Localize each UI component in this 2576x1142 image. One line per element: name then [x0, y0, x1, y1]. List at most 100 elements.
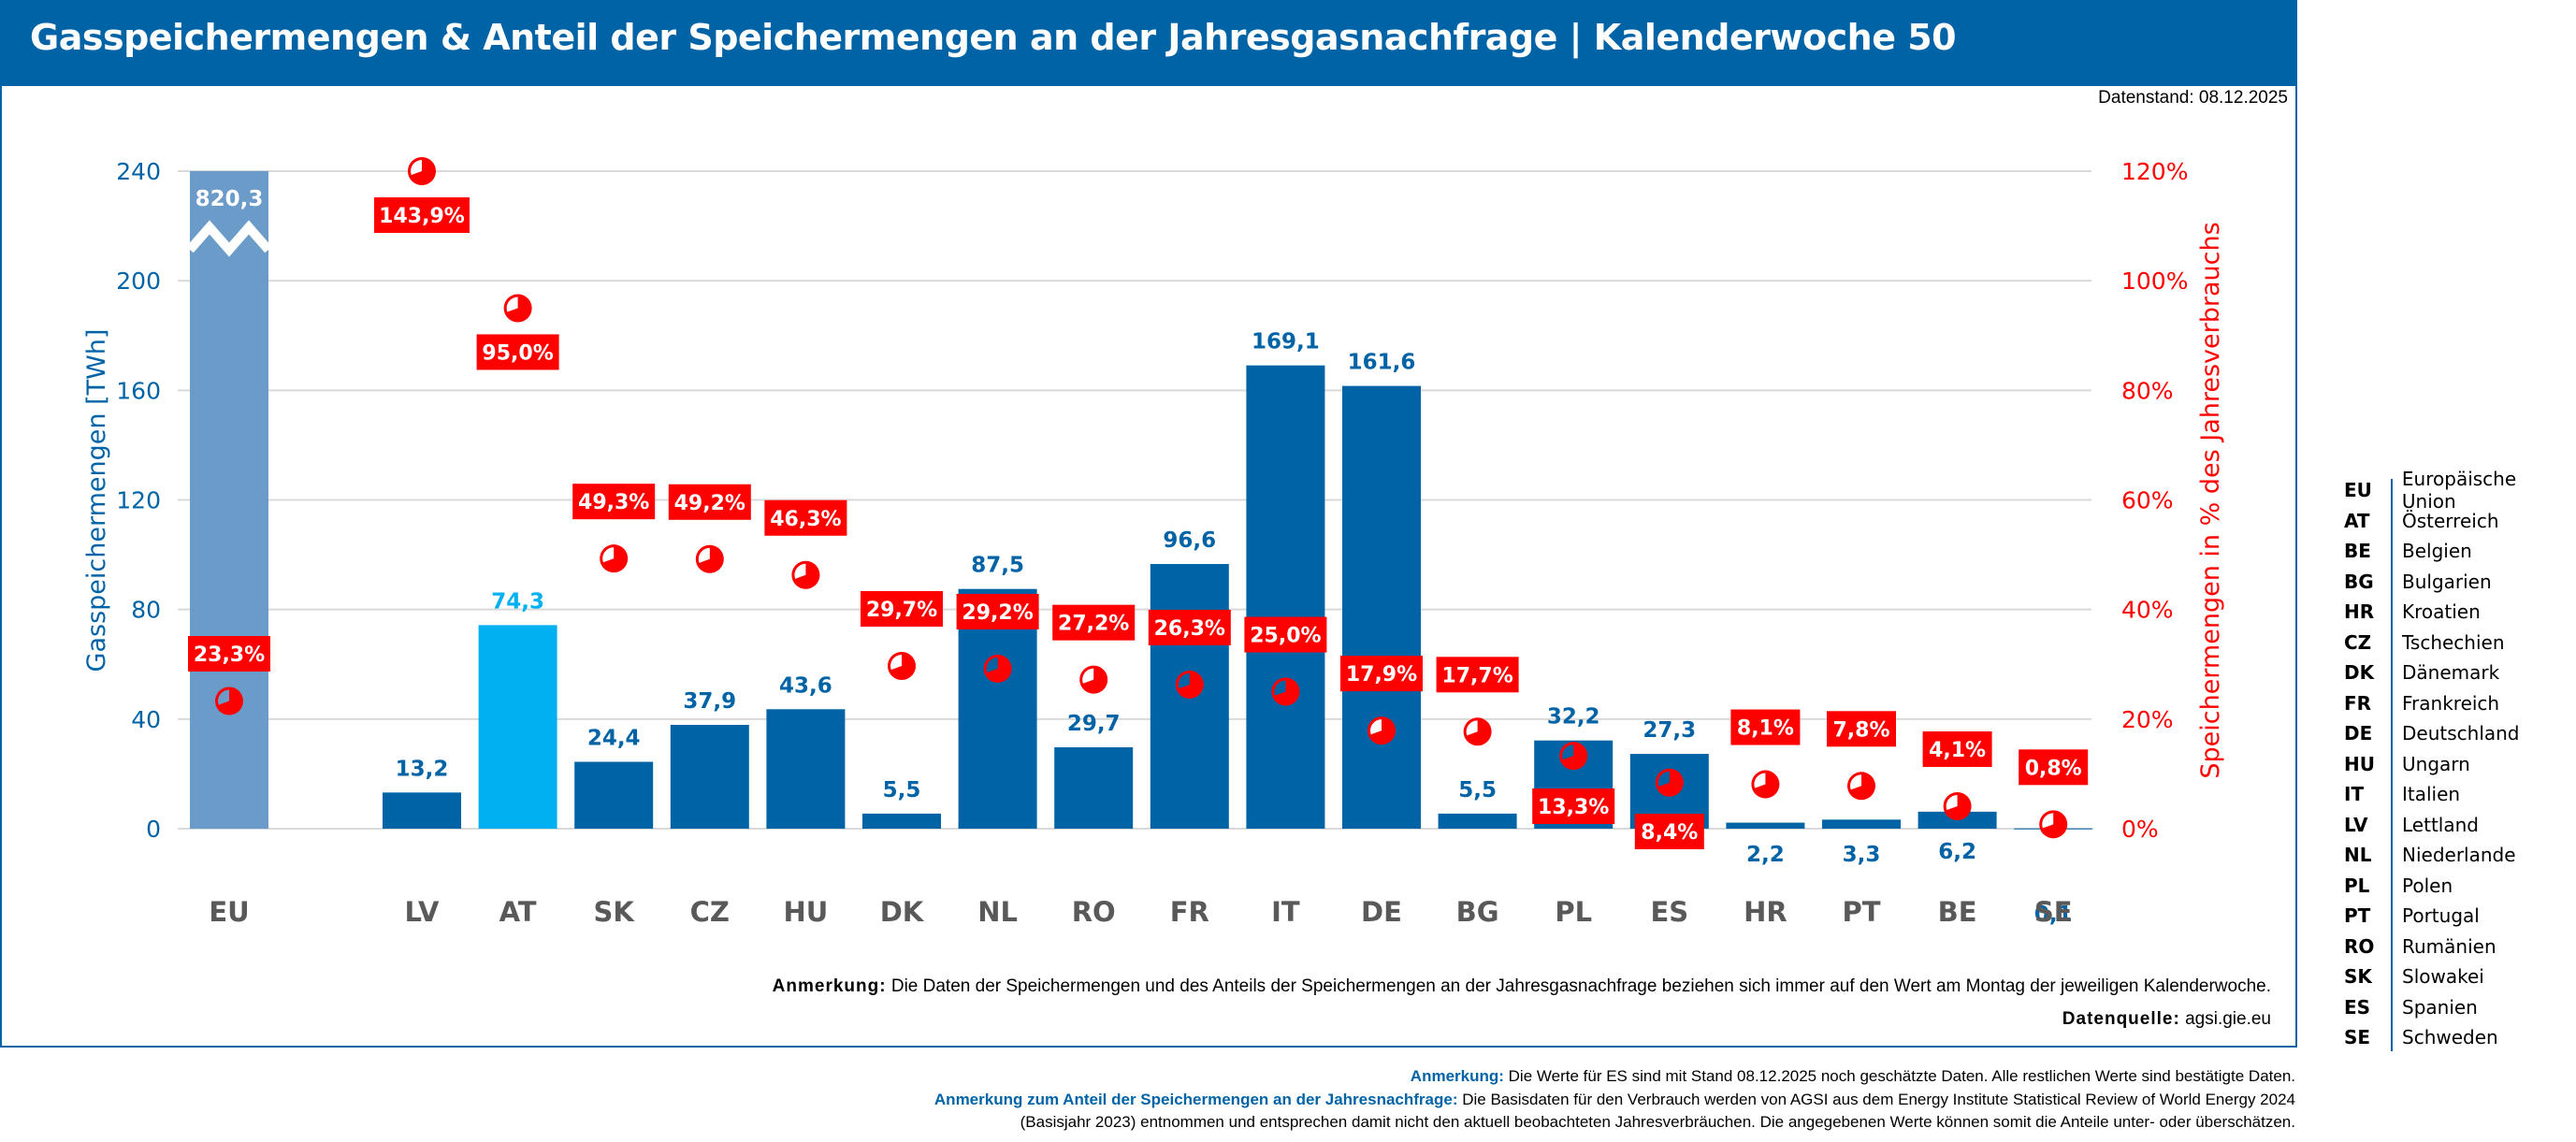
bar-dk — [862, 813, 941, 829]
percent-label: 17,9% — [1346, 663, 1417, 687]
category-label: LV — [405, 896, 440, 928]
legend-country-name: Rumänien — [2402, 934, 2496, 958]
percent-label: 29,7% — [866, 599, 937, 622]
bar-value-label: 5,5 — [883, 778, 921, 802]
legend-item: LV Lettland — [2325, 810, 2576, 841]
percent-label-box — [1827, 711, 1896, 747]
note-datenquelle: Datenquelle: agsi.gie.eu — [2062, 1009, 2271, 1030]
legend-item: CZ Tschechien — [2325, 628, 2576, 658]
pie-chart-icon — [1751, 770, 1780, 799]
pie-chart-icon — [1271, 677, 1300, 706]
legend-code: BE — [2344, 540, 2371, 563]
bar-value-label: 13,2 — [396, 757, 449, 781]
category-label: CZ — [690, 896, 730, 928]
y-tick-label: 240 — [116, 158, 161, 185]
bar-hr — [1726, 822, 1805, 829]
legend-code: CZ — [2344, 630, 2372, 654]
legend-country-name: Portugal — [2402, 904, 2480, 928]
category-label: HU — [783, 896, 828, 928]
percent-label: 7,8% — [1832, 718, 1889, 742]
legend-item: NL Niederlande — [2325, 840, 2576, 871]
legend-country-name: Italien — [2402, 783, 2461, 806]
footer-note-2-text: Die Basisdaten für den Verbrauch werden … — [1462, 1091, 2295, 1108]
percent-label-box — [1148, 609, 1231, 645]
bar-value-label: 32,2 — [1547, 705, 1600, 730]
legend-item: DK Dänemark — [2325, 658, 2576, 688]
legend-code: DK — [2344, 661, 2375, 685]
percent-label: 27,2% — [1058, 613, 1129, 636]
category-label: SE — [2034, 896, 2073, 928]
pie-marker-wedge — [794, 563, 806, 579]
category-label: AT — [499, 896, 537, 928]
bar-value-label: 74,3 — [491, 589, 544, 614]
percent-label-box — [1634, 814, 1704, 849]
y-tick-label: 0 — [146, 816, 161, 843]
percent-label-box — [1052, 604, 1136, 641]
bar-value-label: 43,6 — [779, 673, 832, 698]
pie-chart-icon — [1943, 791, 1972, 820]
bar-cz — [670, 724, 749, 829]
percent-label: 26,3% — [1154, 617, 1225, 641]
percent-label-box — [764, 499, 847, 536]
legend-code: SE — [2344, 1026, 2371, 1049]
note-anmerkung: Anmerkung: Die Daten der Speichermengen … — [773, 976, 2271, 997]
bar-value-label: 820,3 — [195, 187, 264, 211]
legend-item: ES Spanien — [2325, 992, 2576, 1023]
percent-label: 29,2% — [962, 601, 1033, 625]
legend-code: DE — [2344, 722, 2373, 745]
legend-code: ES — [2344, 995, 2371, 1019]
legend-item: BE Belgien — [2325, 536, 2576, 567]
bar-sk — [574, 761, 654, 829]
legend-item: IT Italien — [2325, 779, 2576, 810]
legend-item: FR Frankreich — [2325, 688, 2576, 719]
legend-code: IT — [2344, 783, 2365, 806]
legend-item: EU Europäische Union — [2325, 468, 2576, 513]
bar-it — [1246, 365, 1325, 829]
pie-marker-wedge — [1754, 773, 1766, 788]
category-label: SK — [594, 896, 636, 928]
page-title: Gasspeichermengen & Anteil der Speicherm… — [30, 17, 1957, 58]
percent-label: 23,3% — [194, 643, 265, 667]
pie-chart-icon — [888, 652, 916, 681]
y-right-tick-label: 0% — [2121, 816, 2159, 843]
legend-country-name: Polen — [2402, 874, 2453, 897]
percent-label: 49,2% — [674, 492, 745, 515]
percent-label-box — [668, 484, 751, 520]
pie-marker-wedge — [890, 655, 902, 671]
pie-marker-wedge — [602, 547, 615, 563]
category-label: BE — [1938, 896, 1977, 928]
percent-label-box — [1436, 657, 1519, 693]
bar-value-label: 24,4 — [587, 727, 641, 751]
pie-marker-wedge — [2042, 813, 2054, 829]
legend-country-name: Slowakei — [2402, 965, 2484, 989]
legend-country-name: Österreich — [2402, 509, 2499, 532]
category-label: ES — [1650, 896, 1688, 928]
legend-code: HU — [2344, 752, 2375, 775]
bar-ro — [1054, 747, 1134, 829]
category-label: HR — [1744, 896, 1787, 928]
category-label: RO — [1072, 896, 1116, 928]
pie-chart-icon — [408, 157, 436, 185]
bar-value-label: 2,2 — [1746, 843, 1785, 867]
legend-country-name: Deutschland — [2402, 722, 2520, 745]
category-label: DK — [880, 896, 925, 928]
category-label: FR — [1170, 896, 1209, 928]
percent-label-box — [1532, 788, 1615, 824]
pie-chart-icon — [1847, 772, 1875, 801]
percent-label: 46,3% — [770, 508, 841, 531]
data-date: Datenstand: 08.12.2025 — [2098, 88, 2288, 108]
pie-marker-wedge — [506, 296, 518, 312]
legend-code: PT — [2344, 904, 2371, 928]
y-axis-title: Gasspeichermengen [TWh] — [82, 329, 111, 672]
bar-lv — [383, 792, 461, 829]
note-anmerkung-label: Anmerkung: — [772, 976, 887, 996]
bar-value-label: 29,7 — [1067, 712, 1121, 736]
pie-chart-icon — [1559, 742, 1588, 771]
legend-item: HR Kroatien — [2325, 597, 2576, 628]
legend-code: PL — [2344, 874, 2370, 897]
pie-marker-wedge — [1082, 668, 1094, 684]
percent-label: 95,0% — [482, 341, 553, 365]
footer-note-2-label: Anmerkung zum Anteil der Speichermengen … — [933, 1091, 1458, 1108]
pie-chart-icon — [1368, 716, 1396, 745]
footer-note-1: Anmerkung: Die Werte für ES sind mit Sta… — [1411, 1067, 2295, 1086]
